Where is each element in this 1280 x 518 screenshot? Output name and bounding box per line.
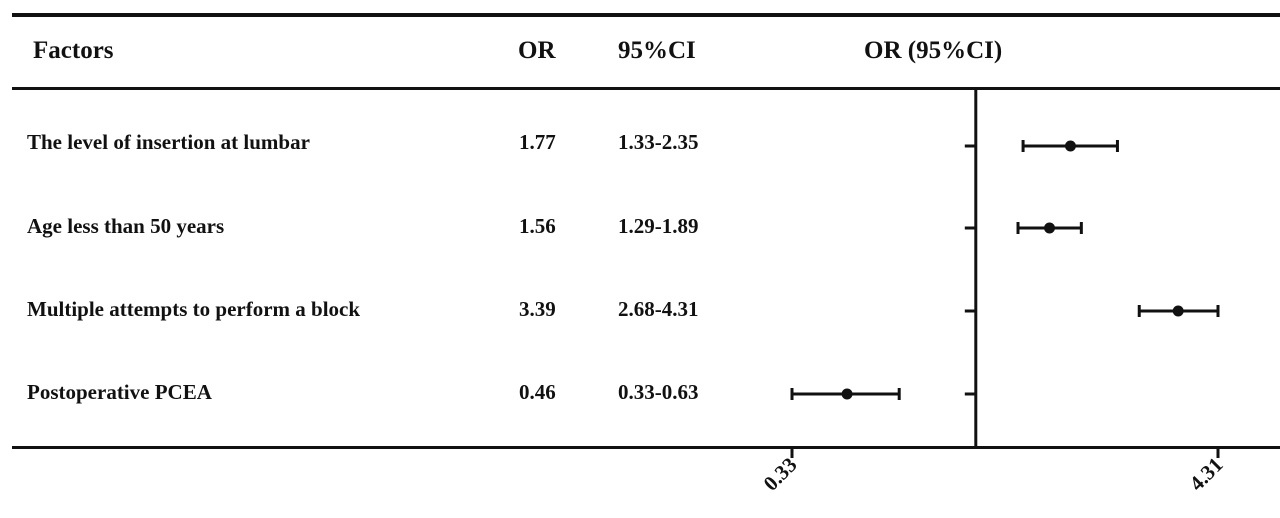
point-estimate <box>1044 222 1056 234</box>
factor-label: Age less than 50 years <box>27 214 225 238</box>
ci-value: 0.33-0.63 <box>618 380 699 404</box>
ci-value: 2.68-4.31 <box>618 297 699 321</box>
point-estimate <box>1172 305 1184 317</box>
header-plot-title: OR (95%CI) <box>864 37 1003 64</box>
header-95ci: 95%CI <box>618 37 696 64</box>
factor-label: The level of insertion at lumbar <box>27 130 310 154</box>
header-factors: Factors <box>33 37 114 64</box>
x-tick-label: 4.31 <box>1185 453 1228 496</box>
header-or: OR <box>518 37 556 64</box>
factor-label: Postoperative PCEA <box>27 380 212 404</box>
or-value: 1.56 <box>519 214 556 238</box>
or-value: 3.39 <box>519 297 556 321</box>
factor-label: Multiple attempts to perform a block <box>27 297 361 321</box>
table-top-rule <box>12 13 1280 17</box>
ci-value: 1.33-2.35 <box>618 130 699 154</box>
or-value: 0.46 <box>519 380 556 404</box>
point-estimate <box>1064 140 1076 152</box>
x-tick-label: 0.33 <box>759 453 802 496</box>
table-bottom-rule <box>12 446 1280 449</box>
point-estimate <box>841 388 853 400</box>
header-bottom-rule <box>12 87 1280 90</box>
ci-value: 1.29-1.89 <box>618 214 699 238</box>
or-value: 1.77 <box>519 130 556 154</box>
